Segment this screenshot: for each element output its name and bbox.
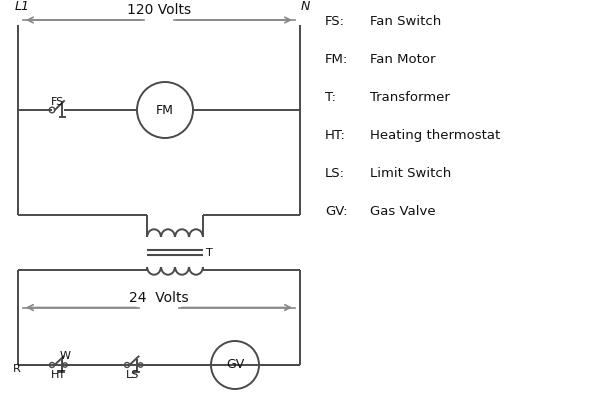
- Text: GV: GV: [226, 358, 244, 372]
- Text: FM: FM: [156, 104, 174, 116]
- Text: 24  Volts: 24 Volts: [129, 292, 189, 306]
- Text: GV:: GV:: [325, 205, 348, 218]
- Text: W: W: [60, 351, 70, 361]
- Text: LS:: LS:: [325, 167, 345, 180]
- Text: FS:: FS:: [325, 15, 345, 28]
- Text: L1: L1: [15, 0, 30, 13]
- Text: Fan Motor: Fan Motor: [370, 53, 435, 66]
- Text: Heating thermostat: Heating thermostat: [370, 129, 500, 142]
- Text: Limit Switch: Limit Switch: [370, 167, 451, 180]
- Text: T:: T:: [325, 91, 336, 104]
- Text: 120 Volts: 120 Volts: [127, 3, 191, 17]
- Text: HT:: HT:: [325, 129, 346, 142]
- Text: Transformer: Transformer: [370, 91, 450, 104]
- Text: N: N: [301, 0, 310, 13]
- Text: T: T: [206, 248, 213, 258]
- Text: HT: HT: [50, 370, 65, 380]
- Text: R: R: [13, 364, 21, 374]
- Text: LS: LS: [126, 370, 140, 380]
- Text: Gas Valve: Gas Valve: [370, 205, 435, 218]
- Text: FS: FS: [51, 97, 64, 107]
- Text: Fan Switch: Fan Switch: [370, 15, 441, 28]
- Text: FM:: FM:: [325, 53, 348, 66]
